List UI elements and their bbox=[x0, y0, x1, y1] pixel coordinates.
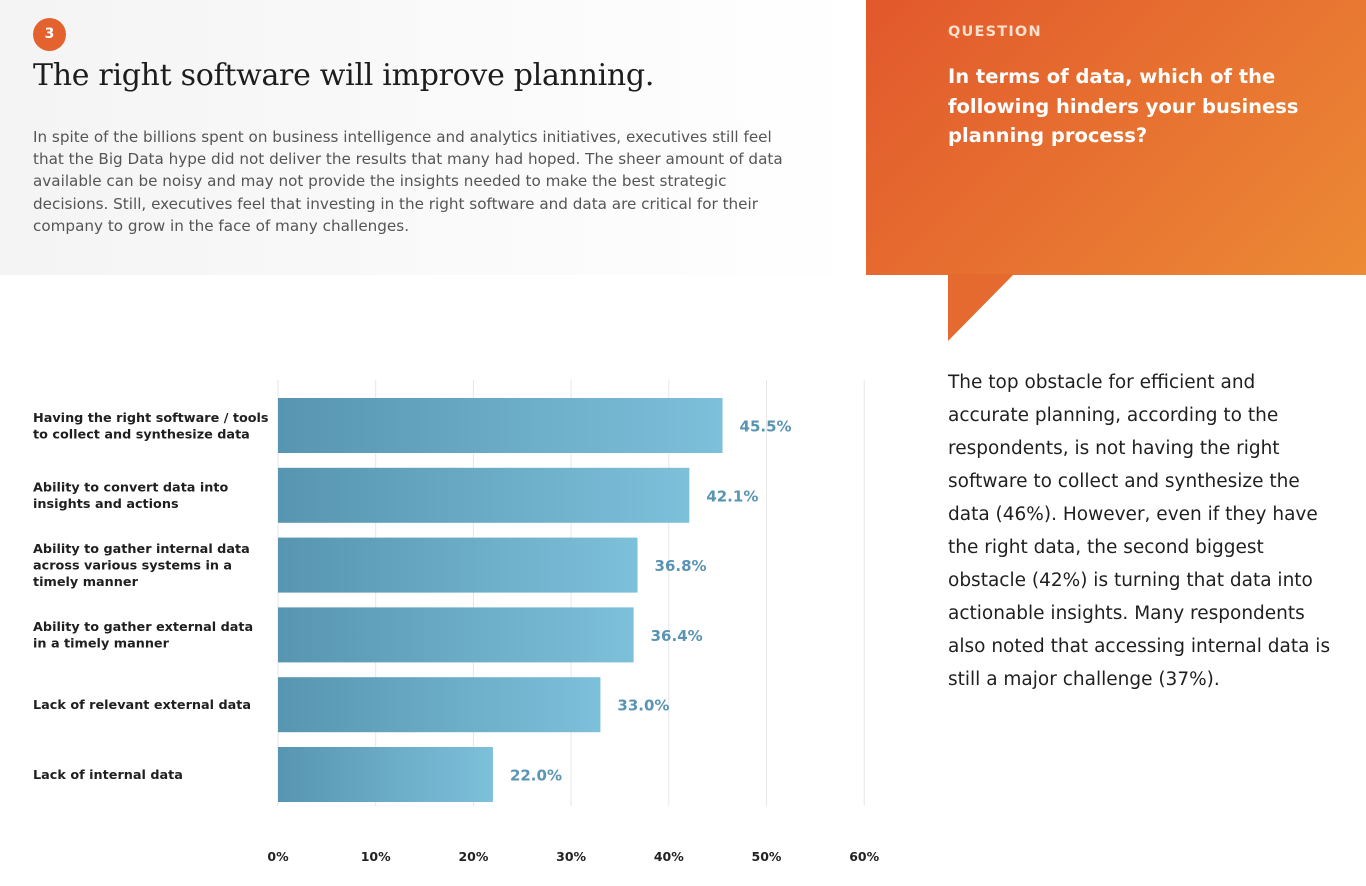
x-tick-label: 0% bbox=[267, 849, 289, 864]
value-label: 33.0% bbox=[617, 697, 669, 715]
finding-paragraph: The top obstacle for efficient and accur… bbox=[948, 372, 1331, 690]
category-label: Ability to gather external data in a time… bbox=[33, 620, 253, 652]
question-panel bbox=[866, 0, 1366, 275]
x-tick-label: 30% bbox=[556, 849, 586, 864]
value-label: 45.5% bbox=[740, 418, 792, 436]
question-pointer-shape bbox=[948, 274, 1014, 341]
x-tick-label: 20% bbox=[458, 849, 488, 864]
chart-bars bbox=[278, 398, 723, 802]
chart-category-labels: Having the right software / tools to coll… bbox=[33, 411, 269, 783]
x-tick-label: 40% bbox=[654, 849, 684, 864]
category-label: Having the right software / tools to coll… bbox=[33, 411, 269, 443]
x-tick-label: 50% bbox=[752, 849, 782, 864]
category-label: Ability to gather internal data across va… bbox=[33, 542, 250, 590]
bar bbox=[278, 398, 723, 453]
value-label: 42.1% bbox=[706, 487, 758, 505]
intro-panel: 3 The right software will improve planni… bbox=[0, 0, 866, 275]
page-title: The right software will improve planning… bbox=[33, 58, 655, 93]
bar bbox=[278, 677, 601, 733]
chart-x-tick-labels: 0% 10% 20% 30% 40% 50% 60% bbox=[267, 849, 879, 864]
section-number-badge: 3 bbox=[33, 18, 66, 51]
question-label: QUESTION bbox=[948, 24, 1042, 40]
x-tick-label: 10% bbox=[361, 849, 391, 864]
question-text: In terms of data, which of the following… bbox=[948, 65, 1299, 147]
bar bbox=[278, 747, 493, 802]
value-label: 22.0% bbox=[510, 767, 562, 785]
bar bbox=[278, 537, 638, 593]
value-label: 36.4% bbox=[651, 627, 703, 645]
category-label: Lack of internal data bbox=[33, 768, 183, 783]
x-tick-label: 60% bbox=[849, 849, 879, 864]
intro-paragraph: In spite of the billions spent on busine… bbox=[33, 128, 783, 235]
value-label: 36.8% bbox=[655, 557, 707, 575]
bar bbox=[278, 607, 634, 663]
category-label: Ability to convert data into insights and… bbox=[33, 481, 229, 513]
category-label: Lack of relevant external data bbox=[33, 698, 251, 713]
bar bbox=[278, 467, 690, 523]
bar-chart: Having the right software / tools to coll… bbox=[33, 380, 880, 864]
chart-value-labels: 45.5% 42.1% 36.8% 36.4% 33.0% 22.0% bbox=[510, 418, 792, 785]
